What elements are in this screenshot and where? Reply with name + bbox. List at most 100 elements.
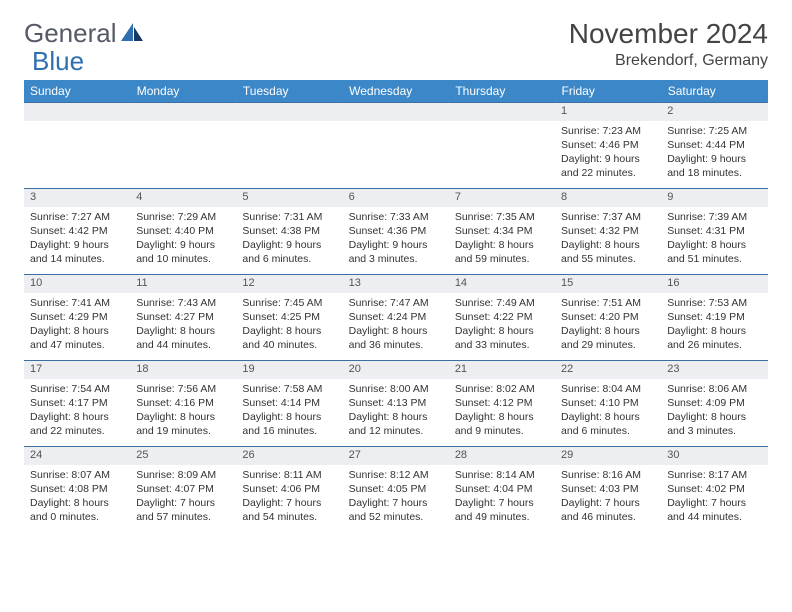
sunrise-text: Sunrise: 8:04 AM (561, 382, 655, 396)
sunset-text: Sunset: 4:08 PM (30, 482, 124, 496)
daylight-text: and 44 minutes. (136, 338, 230, 352)
day-cell: Sunrise: 8:17 AMSunset: 4:02 PMDaylight:… (661, 465, 767, 533)
day-number: 25 (130, 447, 236, 465)
daylight-text: Daylight: 9 hours (349, 238, 443, 252)
daylight-text: and 22 minutes. (30, 424, 124, 438)
day-number: 26 (236, 447, 342, 465)
page-title: November 2024 (569, 18, 768, 50)
day-cell: Sunrise: 7:41 AMSunset: 4:29 PMDaylight:… (24, 293, 130, 361)
sunset-text: Sunset: 4:06 PM (242, 482, 336, 496)
sunrise-text: Sunrise: 7:47 AM (349, 296, 443, 310)
weekday-header: Friday (555, 80, 661, 103)
sunrise-text: Sunrise: 7:41 AM (30, 296, 124, 310)
day-cell: Sunrise: 7:29 AMSunset: 4:40 PMDaylight:… (130, 207, 236, 275)
day-cell: Sunrise: 7:47 AMSunset: 4:24 PMDaylight:… (343, 293, 449, 361)
day-number (449, 103, 555, 121)
brand-logo: General (24, 18, 145, 49)
day-number: 27 (343, 447, 449, 465)
day-cell: Sunrise: 7:54 AMSunset: 4:17 PMDaylight:… (24, 379, 130, 447)
day-number: 28 (449, 447, 555, 465)
day-number: 29 (555, 447, 661, 465)
sunrise-text: Sunrise: 7:54 AM (30, 382, 124, 396)
day-cell: Sunrise: 7:56 AMSunset: 4:16 PMDaylight:… (130, 379, 236, 447)
brand-part2: Blue (32, 46, 84, 77)
day-number: 1 (555, 103, 661, 121)
sunrise-text: Sunrise: 8:11 AM (242, 468, 336, 482)
daylight-text: Daylight: 8 hours (667, 238, 761, 252)
sunset-text: Sunset: 4:17 PM (30, 396, 124, 410)
daylight-text: and 10 minutes. (136, 252, 230, 266)
daylight-text: and 59 minutes. (455, 252, 549, 266)
day-number: 18 (130, 361, 236, 379)
sunset-text: Sunset: 4:32 PM (561, 224, 655, 238)
daylight-text: and 19 minutes. (136, 424, 230, 438)
daylight-text: Daylight: 8 hours (455, 324, 549, 338)
daylight-text: Daylight: 8 hours (455, 410, 549, 424)
day-cell (130, 121, 236, 189)
brand-part1: General (24, 18, 117, 49)
day-body-row: Sunrise: 7:27 AMSunset: 4:42 PM Daylight:… (24, 207, 768, 275)
daylight-text: and 3 minutes. (667, 424, 761, 438)
sunset-text: Sunset: 4:29 PM (30, 310, 124, 324)
day-cell: Sunrise: 7:33 AMSunset: 4:36 PMDaylight:… (343, 207, 449, 275)
daylight-text: Daylight: 8 hours (349, 324, 443, 338)
sunrise-text: Sunrise: 8:02 AM (455, 382, 549, 396)
sunrise-text: Sunrise: 7:27 AM (30, 210, 124, 224)
daylight-text: Daylight: 8 hours (667, 410, 761, 424)
sunrise-text: Sunrise: 7:43 AM (136, 296, 230, 310)
daylight-text: Daylight: 8 hours (30, 324, 124, 338)
sunset-text: Sunset: 4:19 PM (667, 310, 761, 324)
sunset-text: Sunset: 4:05 PM (349, 482, 443, 496)
day-cell: Sunrise: 7:23 AMSunset: 4:46 PMDaylight:… (555, 121, 661, 189)
daylight-text: Daylight: 7 hours (455, 496, 549, 510)
day-cell: Sunrise: 8:09 AMSunset: 4:07 PMDaylight:… (130, 465, 236, 533)
sunset-text: Sunset: 4:07 PM (136, 482, 230, 496)
day-number: 20 (343, 361, 449, 379)
sunrise-text: Sunrise: 8:00 AM (349, 382, 443, 396)
daylight-text: and 55 minutes. (561, 252, 655, 266)
day-number: 11 (130, 275, 236, 293)
day-cell: Sunrise: 7:35 AMSunset: 4:34 PMDaylight:… (449, 207, 555, 275)
day-number: 7 (449, 189, 555, 207)
day-number-row: 3456789 (24, 189, 768, 207)
sunset-text: Sunset: 4:10 PM (561, 396, 655, 410)
sunrise-text: Sunrise: 7:23 AM (561, 124, 655, 138)
daylight-text: Daylight: 7 hours (349, 496, 443, 510)
sunrise-text: Sunrise: 7:25 AM (667, 124, 761, 138)
day-body-row: Sunrise: 7:54 AMSunset: 4:17 PMDaylight:… (24, 379, 768, 447)
weekday-header: Wednesday (343, 80, 449, 103)
sunset-text: Sunset: 4:09 PM (667, 396, 761, 410)
day-cell: Sunrise: 7:31 AMSunset: 4:38 PMDaylight:… (236, 207, 342, 275)
sunset-text: Sunset: 4:04 PM (455, 482, 549, 496)
sunset-text: Sunset: 4:12 PM (455, 396, 549, 410)
sunrise-text: Sunrise: 8:06 AM (667, 382, 761, 396)
sunset-text: Sunset: 4:38 PM (242, 224, 336, 238)
sunrise-text: Sunrise: 8:17 AM (667, 468, 761, 482)
daylight-text: and 51 minutes. (667, 252, 761, 266)
daylight-text: Daylight: 8 hours (30, 410, 124, 424)
sunrise-text: Sunrise: 8:14 AM (455, 468, 549, 482)
daylight-text: Daylight: 9 hours (136, 238, 230, 252)
sunset-text: Sunset: 4:25 PM (242, 310, 336, 324)
daylight-text: Daylight: 8 hours (561, 410, 655, 424)
daylight-text: and 6 minutes. (561, 424, 655, 438)
weekday-header: Sunday (24, 80, 130, 103)
day-cell: Sunrise: 8:12 AMSunset: 4:05 PMDaylight:… (343, 465, 449, 533)
sunset-text: Sunset: 4:36 PM (349, 224, 443, 238)
daylight-text: and 36 minutes. (349, 338, 443, 352)
day-cell: Sunrise: 7:25 AMSunset: 4:44 PMDaylight:… (661, 121, 767, 189)
day-cell: Sunrise: 8:02 AMSunset: 4:12 PMDaylight:… (449, 379, 555, 447)
sunrise-text: Sunrise: 7:33 AM (349, 210, 443, 224)
sunrise-text: Sunrise: 7:37 AM (561, 210, 655, 224)
daylight-text: and 26 minutes. (667, 338, 761, 352)
sunrise-text: Sunrise: 7:58 AM (242, 382, 336, 396)
sunset-text: Sunset: 4:42 PM (30, 224, 124, 238)
daylight-text: Daylight: 7 hours (242, 496, 336, 510)
day-number: 30 (661, 447, 767, 465)
daylight-text: and 54 minutes. (242, 510, 336, 524)
sunset-text: Sunset: 4:31 PM (667, 224, 761, 238)
daylight-text: Daylight: 9 hours (667, 152, 761, 166)
day-number: 4 (130, 189, 236, 207)
sunrise-text: Sunrise: 7:31 AM (242, 210, 336, 224)
daylight-text: Daylight: 8 hours (242, 410, 336, 424)
